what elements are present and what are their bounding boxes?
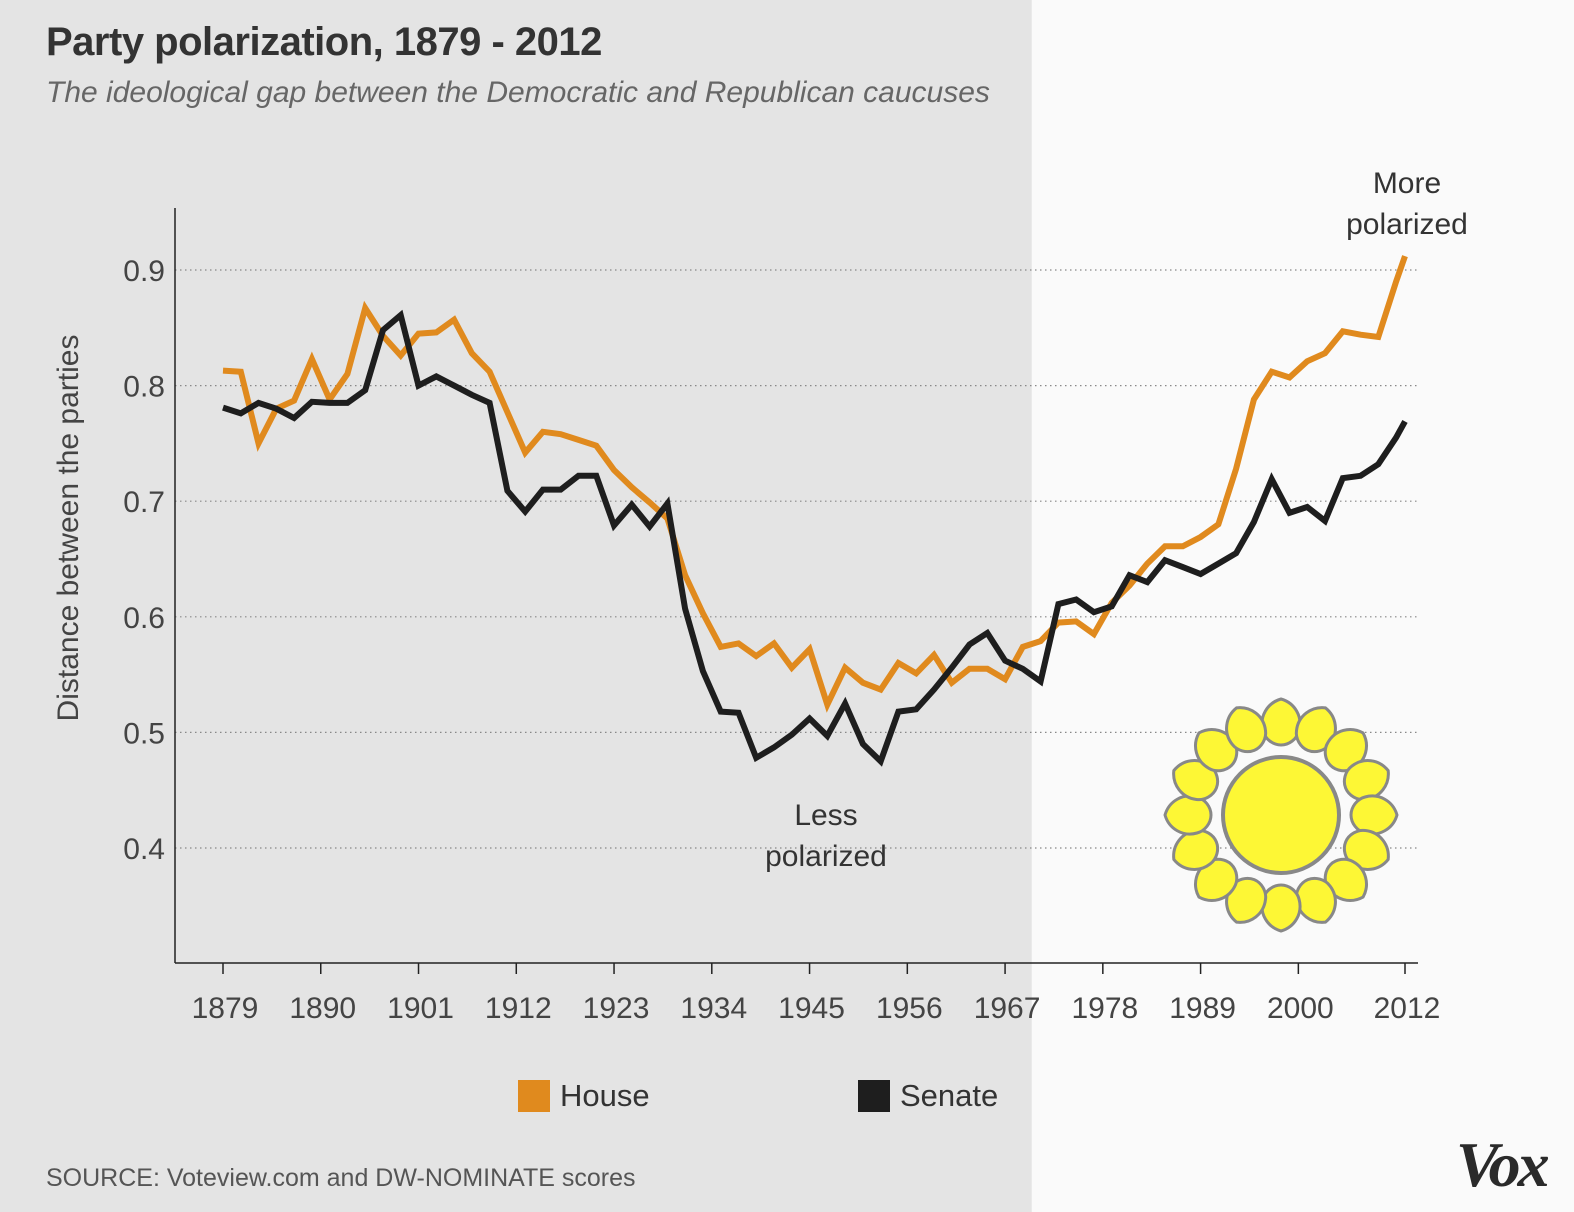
source-note: SOURCE: Voteview.com and DW-NOMINATE sco… [46,1164,636,1192]
legend-item-house: House [518,1078,650,1114]
sun-ray [1260,697,1302,747]
y-tick-label: 0.4 [123,833,165,866]
legend-swatch-senate [858,1080,890,1112]
y-tick-label: 0.8 [123,371,165,404]
annotation-less-polarized: Less [794,799,857,832]
sun-ray [1349,794,1399,836]
annotation-more-polarized: More [1373,167,1441,200]
x-tick-label: 1978 [1071,992,1138,1025]
x-tick-label: 1901 [387,992,454,1025]
senate-line [222,309,1408,767]
y-tick-label: 0.5 [123,717,165,750]
chart-title: Party polarization, 1879 - 2012 [46,20,602,64]
x-tick-label: 2000 [1267,992,1334,1025]
x-tick-label: 1923 [583,992,650,1025]
sun-ray [1163,794,1213,836]
y-axis-label: Distance between the parties [52,335,85,722]
annotation-more-polarized: polarized [1346,208,1468,241]
legend-swatch-house [518,1080,550,1112]
sun-ray [1225,706,1268,754]
sun-ray [1260,883,1302,933]
legend-item-senate: Senate [858,1078,998,1114]
vox-logo: Vox [1456,1129,1550,1200]
sun-disc [1221,755,1341,875]
x-tick-label: 1879 [192,992,259,1025]
x-tick-label: 1956 [876,992,943,1025]
annotation-less-polarized: polarized [765,840,887,873]
y-tick-label: 0.7 [123,486,165,519]
x-tick-label: 1967 [974,992,1041,1025]
x-tick-label: 2012 [1374,992,1441,1025]
shaded-region [0,0,1032,1212]
y-tick-label: 0.6 [123,602,165,635]
x-tick-label: 1912 [485,992,552,1025]
x-tick-label: 1890 [289,992,356,1025]
house-line [222,255,1408,713]
legend-label-senate: Senate [900,1078,999,1113]
legend-label-house: House [560,1078,650,1113]
y-tick-label: 0.9 [123,255,165,288]
chart-subtitle: The ideological gap between the Democrat… [46,76,990,109]
sun-icon [1163,697,1399,933]
x-tick-label: 1934 [680,992,747,1025]
x-tick-label: 1989 [1169,992,1236,1025]
x-tick-label: 1945 [778,992,845,1025]
